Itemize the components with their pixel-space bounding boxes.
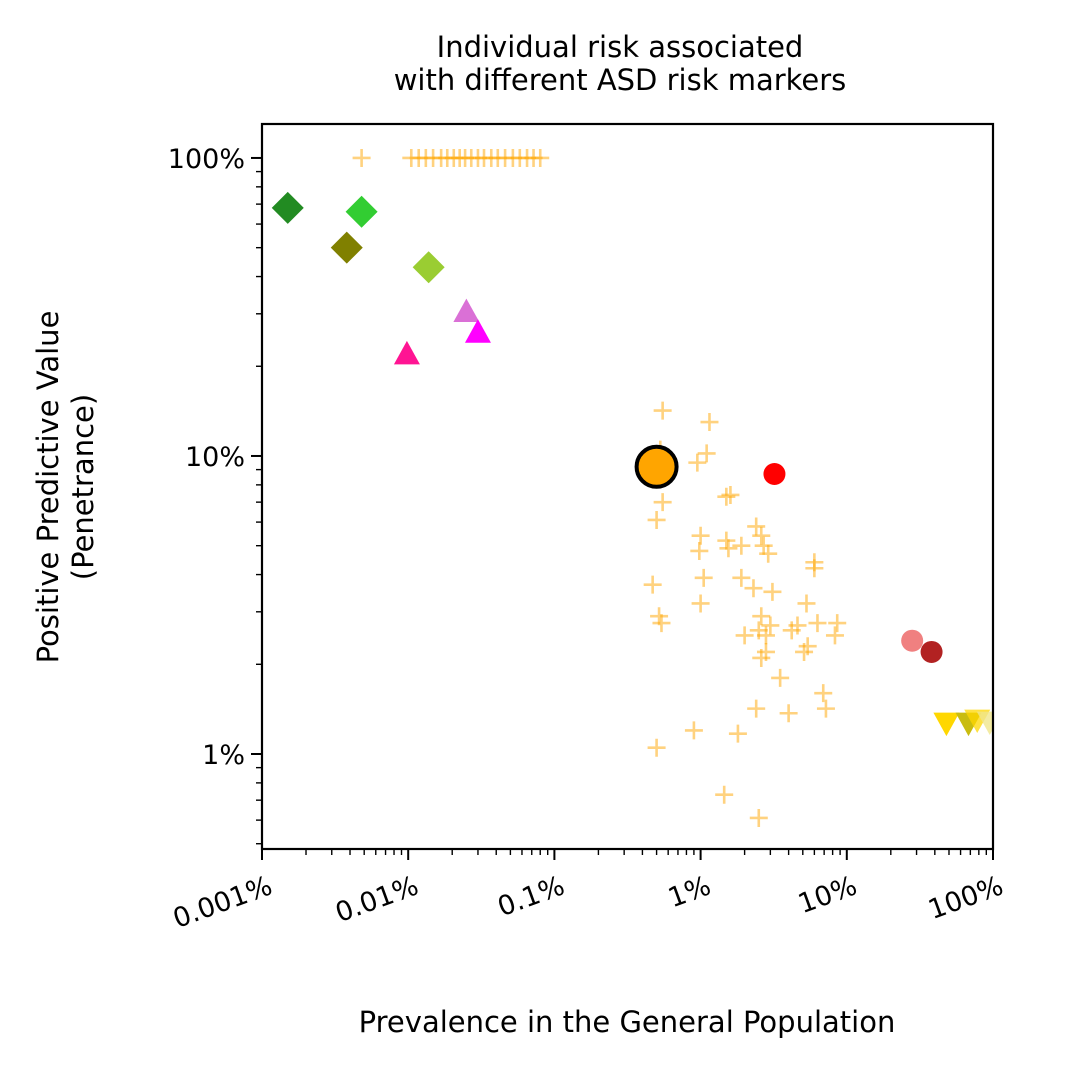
plus-point [752, 526, 771, 545]
plus-point [653, 493, 672, 512]
diamond-point [412, 251, 445, 284]
plus-point [652, 614, 671, 633]
plus-point [788, 616, 807, 635]
plus-point [717, 531, 736, 550]
plus-point [653, 401, 672, 420]
chart-title: Individual risk associated with different… [394, 30, 847, 97]
diamond-point [330, 231, 363, 264]
plus-point [647, 738, 666, 757]
plus-point [735, 626, 754, 645]
y-axis-ticks: 1% 10% 100% [168, 144, 262, 845]
plus-point [761, 616, 780, 635]
y-axis-label-text: Positive Predictive Value(Penetrance) [31, 311, 100, 664]
x-axis-ticks: 0.001% 0.01% 0.1% 1% 10% 100% [169, 849, 1007, 935]
plus-point [719, 539, 738, 558]
plus-point [825, 626, 844, 645]
plus-point [732, 536, 751, 555]
plus-point [808, 614, 827, 633]
y-axis-label-line: Positive Predictive Value [31, 311, 65, 664]
x-axis-label: Prevalence in the General Population [359, 1005, 896, 1039]
chart-title-line: with different ASD risk markers [394, 63, 847, 97]
circle-point [920, 640, 943, 663]
plus-point [756, 626, 775, 645]
y-tick-label: 10% [185, 442, 245, 473]
plus-point [694, 568, 713, 587]
plus-point [721, 485, 740, 504]
triangle-up-point [453, 298, 480, 323]
plot-frame [260, 122, 995, 851]
x-tick-label: 0.01% [331, 870, 422, 928]
circle-point [901, 629, 924, 652]
plus-point [697, 444, 716, 463]
x-tick-label: 10% [794, 870, 861, 920]
plus-point [798, 637, 817, 656]
highlight-circle-point [634, 444, 679, 489]
y-tick-label: 100% [168, 144, 245, 175]
plus-point [643, 575, 662, 594]
plus-point [756, 642, 775, 661]
circle-point [763, 463, 786, 486]
x-tick-label: 0.001% [169, 870, 276, 934]
plus-point [688, 453, 707, 472]
triangle-down-point [933, 712, 960, 737]
plus-point [717, 487, 736, 506]
plus-point [732, 568, 751, 587]
plus-point [700, 413, 719, 432]
diamond-point [345, 195, 378, 228]
plus-point [352, 148, 371, 167]
plus-point [752, 607, 771, 626]
plus-point [531, 148, 550, 167]
chart-title-line: Individual risk associated [437, 30, 804, 64]
plus-point [771, 668, 790, 687]
plus-point [747, 699, 766, 718]
y-axis-label-line: (Penetrance) [66, 394, 100, 580]
plus-point [747, 517, 766, 536]
plus-point [759, 544, 778, 563]
plus-point [754, 536, 773, 555]
triangle-down-point [976, 711, 993, 736]
plus-point [797, 594, 816, 613]
plus-point [828, 614, 847, 633]
plus-point [779, 704, 798, 723]
plus-point [691, 526, 710, 545]
plus-point [816, 699, 835, 718]
plus-point [728, 724, 747, 743]
plus-point [805, 553, 824, 572]
data-points [271, 148, 993, 827]
x-tick-label: 0.1% [494, 870, 569, 923]
triangle-up-point [464, 319, 491, 343]
plus-point [749, 808, 768, 827]
plus-point [691, 594, 710, 613]
plus-point [684, 721, 703, 740]
y-tick-label: 1% [202, 740, 245, 771]
plus-point [763, 582, 782, 601]
triangle-up-point [393, 340, 420, 365]
x-tick-label: 100% [924, 870, 1007, 926]
plus-point [690, 541, 709, 560]
diamond-point [271, 191, 304, 224]
plus-point [814, 684, 833, 703]
plus-point [744, 579, 763, 598]
y-axis-label: Positive Predictive Value(Penetrance) [31, 311, 100, 664]
x-tick-label: 1% [664, 870, 715, 914]
plus-point [715, 785, 734, 804]
plus-point [647, 510, 666, 529]
